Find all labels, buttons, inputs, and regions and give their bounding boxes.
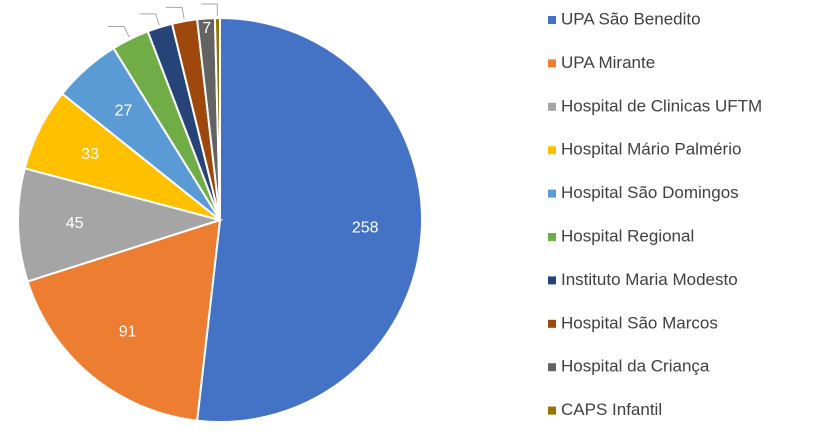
- pie-slice: [213, 16, 221, 221]
- leader-line: [166, 6, 185, 20]
- leader-line: [108, 26, 130, 38]
- legend-label: Hospital da Criança: [561, 357, 710, 376]
- legend-swatch: [548, 102, 556, 111]
- legend-label: UPA Mirante: [561, 53, 655, 72]
- data-label: 7: [202, 20, 211, 37]
- leader-line: [201, 3, 218, 17]
- legend-swatch: [548, 363, 556, 372]
- legend-label: Hospital São Domingos: [561, 183, 739, 202]
- legend-label: Hospital Regional: [561, 226, 694, 245]
- legend-swatch: [548, 276, 556, 285]
- legend-swatch: [548, 59, 556, 68]
- leader-line: [139, 13, 160, 26]
- legend-label: Hospital de Clinicas UFTM: [561, 96, 762, 115]
- data-label: 27: [115, 102, 133, 119]
- legend-label: Instituto Maria Modesto: [561, 270, 738, 289]
- pie-slice: [26, 218, 222, 422]
- legend-swatch: [548, 16, 556, 24]
- legend-swatch: [548, 319, 556, 328]
- legend-swatch: [548, 146, 556, 155]
- legend-swatch: [548, 233, 556, 241]
- pie-slice: [196, 16, 424, 423]
- legend-label: Hospital São Marcos: [561, 313, 718, 332]
- legend-label: UPA São Benedito: [561, 9, 701, 28]
- data-label: 45: [66, 215, 84, 232]
- legend-label: Hospital Mário Palmério: [561, 140, 741, 159]
- legend-swatch: [548, 189, 556, 198]
- pie-slice: [17, 167, 224, 283]
- data-label: 91: [119, 324, 137, 341]
- legend-swatch: [548, 406, 556, 415]
- data-label: 258: [352, 219, 379, 236]
- data-label: 33: [81, 146, 99, 163]
- legend-label: CAPS Infantil: [561, 400, 662, 419]
